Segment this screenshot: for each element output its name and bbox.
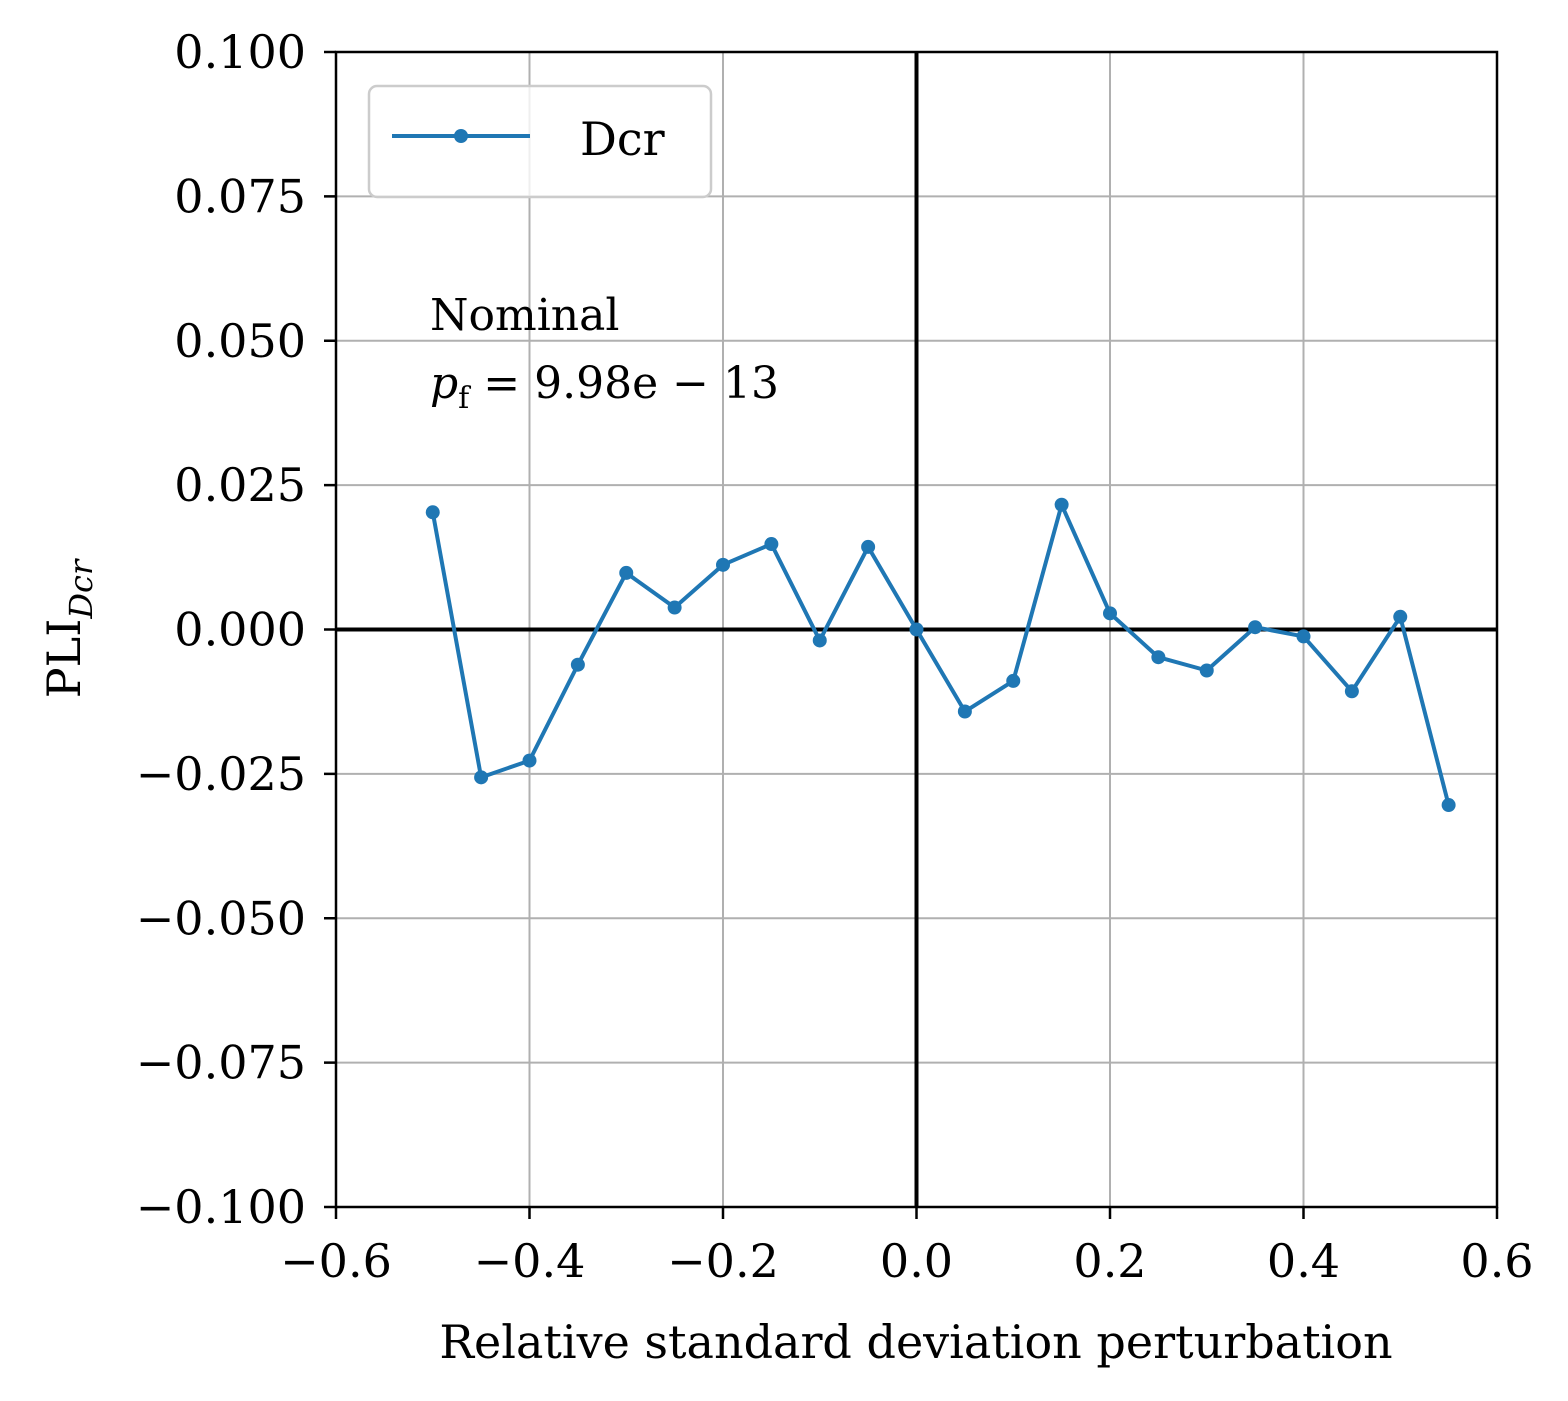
data-point bbox=[1296, 629, 1311, 644]
data-point bbox=[909, 622, 924, 637]
legend-marker bbox=[454, 129, 468, 143]
y-tick-label: −0.075 bbox=[136, 1036, 306, 1090]
data-point bbox=[1006, 673, 1021, 688]
x-tick-label: 0.0 bbox=[880, 1234, 953, 1288]
data-point bbox=[861, 539, 876, 554]
data-point bbox=[1103, 606, 1117, 621]
y-tick-label: 0.075 bbox=[174, 169, 306, 223]
y-tick-label: −0.025 bbox=[136, 747, 306, 801]
x-axis: −0.6 −0.4 −0.2 0.0 0.2 0.4 0.6 bbox=[280, 1207, 1534, 1288]
x-tick-label: −0.6 bbox=[280, 1234, 392, 1288]
data-point bbox=[570, 657, 585, 672]
data-point bbox=[1248, 620, 1263, 635]
data-point bbox=[957, 704, 972, 719]
series-line bbox=[430, 502, 1451, 806]
data-point bbox=[425, 505, 440, 520]
data-point bbox=[716, 557, 730, 572]
x-tick-label: −0.2 bbox=[667, 1234, 779, 1288]
data-point bbox=[764, 537, 779, 552]
y-tick-label: −0.050 bbox=[136, 891, 306, 945]
annotation-line1: Nominal bbox=[430, 290, 619, 341]
y-axis: 0.100 0.075 0.050 0.025 0.000 −0.025 −0.050 −0.… bbox=[136, 25, 336, 1234]
annotation: Nominal pf = 9.98e − 13 bbox=[430, 290, 779, 416]
y-tick-label: 0.025 bbox=[174, 458, 306, 512]
data-point bbox=[1199, 663, 1214, 678]
x-tick-label: −0.4 bbox=[474, 1234, 586, 1288]
data-point bbox=[619, 565, 634, 580]
y-tick-label: 0.050 bbox=[174, 314, 306, 368]
data-point bbox=[812, 633, 827, 648]
legend-box bbox=[367, 84, 713, 199]
x-tick-label: 0.4 bbox=[1267, 1234, 1340, 1288]
series-layer bbox=[425, 497, 1456, 813]
x-tick-label: 0.6 bbox=[1460, 1234, 1533, 1288]
y-tick-label: 0.000 bbox=[174, 603, 306, 657]
y-tick-label: −0.100 bbox=[136, 1180, 306, 1234]
y-axis-label: PLIDcr bbox=[37, 558, 100, 698]
x-tick-label: 0.2 bbox=[1073, 1234, 1146, 1288]
data-point bbox=[1054, 497, 1069, 512]
annotation-line2: pf = 9.98e − 13 bbox=[430, 358, 779, 416]
legend: Dcr bbox=[367, 84, 713, 199]
data-point bbox=[474, 770, 489, 785]
data-point bbox=[522, 753, 537, 768]
data-point bbox=[667, 600, 682, 615]
data-point bbox=[1441, 798, 1456, 813]
legend-label: Dcr bbox=[580, 112, 665, 166]
x-axis-label: Relative standard deviation perturbation bbox=[439, 1315, 1392, 1369]
data-point bbox=[1344, 684, 1359, 699]
data-point bbox=[1393, 609, 1408, 624]
y-tick-label: 0.100 bbox=[174, 25, 306, 79]
data-point bbox=[1151, 650, 1166, 665]
